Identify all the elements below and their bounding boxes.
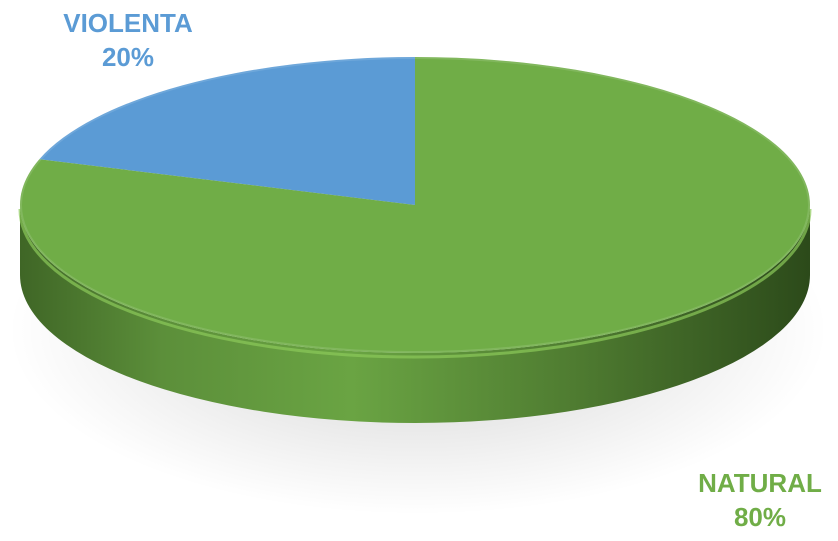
slice-name-natural: NATURAL (698, 468, 822, 498)
slice-label-natural: NATURAL 80% (680, 466, 838, 534)
pie-side-wall (20, 205, 810, 423)
pie-slice-natural (19, 57, 810, 353)
slice-label-violenta: VIOLENTA 20% (48, 6, 208, 74)
slice-percent-natural: 80% (733, 502, 787, 532)
slice-name-violenta: VIOLENTA (63, 8, 193, 38)
slice-percent-violenta: 20% (101, 42, 155, 72)
pie-rim-highlight (18, 208, 812, 359)
pie-side (18, 205, 812, 423)
pie-top (19, 57, 810, 353)
pie-slice-violenta (39, 57, 416, 205)
pie-top-sheen (20, 57, 810, 353)
